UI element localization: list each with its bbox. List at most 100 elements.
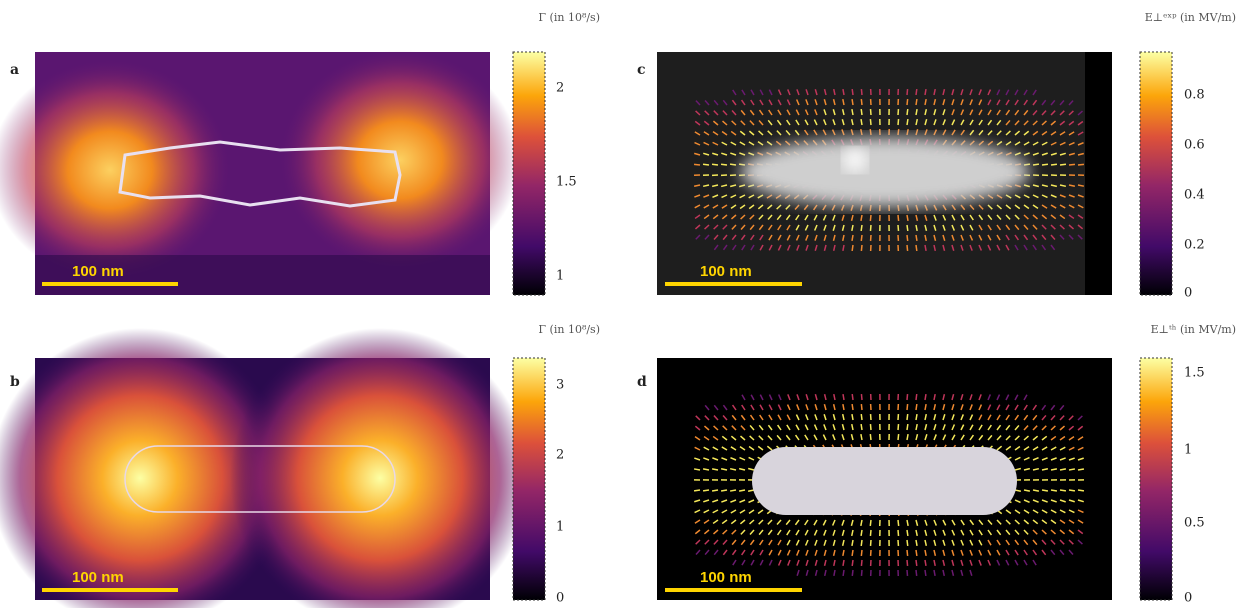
- field-arrow: [852, 540, 853, 546]
- field-arrow: [916, 550, 917, 556]
- field-arrow: [852, 570, 853, 576]
- field-arrow: [861, 235, 862, 241]
- field-arrow: [898, 215, 899, 221]
- field-arrow: [1051, 490, 1057, 491]
- panel-letter: c: [637, 62, 646, 78]
- field-arrow: [843, 394, 844, 400]
- field-arrow: [898, 424, 899, 430]
- field-arrow: [852, 235, 853, 241]
- field-arrow: [898, 520, 899, 526]
- field-arrow: [721, 164, 727, 165]
- field-arrow: [721, 490, 727, 491]
- field-arrow: [694, 490, 700, 491]
- panel-letter: b: [10, 374, 20, 390]
- colorbar-tick: 0: [1184, 591, 1192, 606]
- field-arrow: [907, 424, 908, 430]
- colorbar-tick: 1.5: [556, 175, 577, 190]
- scale-bar-label: 100 nm: [72, 263, 124, 280]
- field-arrow: [852, 404, 853, 410]
- field-arrow: [1069, 164, 1075, 165]
- colorbar-tick: 0.6: [1184, 138, 1205, 153]
- field-arrow: [870, 215, 871, 221]
- field-arrow: [861, 245, 862, 251]
- colorbar-title: E⊥ᵗʰ (in MV/m): [1151, 323, 1236, 336]
- field-arrow: [852, 89, 853, 95]
- field-arrow: [907, 89, 908, 95]
- field-arrow: [861, 540, 862, 546]
- field-arrow: [916, 109, 917, 115]
- field-arrow: [907, 434, 908, 440]
- field-arrow: [916, 404, 917, 410]
- field-arrow: [870, 434, 871, 440]
- colorbar-tick: 0.4: [1184, 188, 1205, 203]
- colorbar: [1140, 52, 1172, 295]
- field-arrow: [907, 550, 908, 556]
- field-arrow: [861, 424, 862, 430]
- panel-a: 100 nm a Γ (in 10⁸/s) 2 1.5 1: [0, 11, 600, 295]
- field-arrow: [916, 394, 917, 400]
- field-arrow: [852, 245, 853, 251]
- hotspot: [0, 60, 230, 280]
- field-arrow: [861, 109, 862, 115]
- colorbar-tick: 0.2: [1184, 238, 1205, 253]
- field-arrow: [712, 490, 718, 491]
- field-arrow: [694, 469, 700, 470]
- field-arrow: [907, 414, 908, 420]
- field-arrow: [907, 119, 908, 125]
- field-arrow: [907, 404, 908, 410]
- field-arrow: [870, 424, 871, 430]
- field-arrow: [1042, 164, 1048, 165]
- field-arrow: [730, 490, 736, 491]
- field-arrow: [861, 404, 862, 410]
- field-arrow: [861, 550, 862, 556]
- field-arrow: [925, 245, 926, 251]
- field-arrow: [861, 414, 862, 420]
- rod-highlight: [843, 148, 867, 172]
- field-arrow: [1033, 490, 1039, 491]
- field-arrow: [925, 570, 926, 576]
- field-arrow: [907, 109, 908, 115]
- hotspot: [280, 50, 520, 270]
- field-arrow: [843, 560, 844, 566]
- field-arrow: [861, 119, 862, 125]
- field-arrow: [934, 570, 935, 576]
- field-arrow: [852, 550, 853, 556]
- field-arrow: [870, 520, 871, 526]
- rod: [752, 447, 1017, 515]
- colorbar-tick: 0: [556, 591, 564, 606]
- field-arrow: [907, 560, 908, 566]
- field-arrow: [907, 530, 908, 536]
- panel-c: 100 nm c E⊥ᵉˣᵖ (in MV/m) 0.8 0.6 0.4 0.2…: [637, 11, 1236, 301]
- field-arrow: [870, 530, 871, 536]
- field-arrow: [870, 225, 871, 231]
- colorbar-tick: 2: [556, 448, 564, 463]
- field-arrow: [1078, 469, 1084, 470]
- field-arrow: [916, 570, 917, 576]
- colorbar-title: Γ (in 10⁸/s): [538, 323, 600, 336]
- field-arrow: [907, 99, 908, 105]
- field-arrow: [861, 99, 862, 105]
- field-arrow: [852, 560, 853, 566]
- colorbar: [513, 358, 545, 600]
- image-edge: [1085, 52, 1112, 295]
- colorbar-tick: 2: [556, 81, 564, 96]
- field-arrow: [852, 394, 853, 400]
- rod: [740, 137, 1030, 207]
- field-arrow: [1042, 490, 1048, 491]
- colorbar-tick: 0: [1184, 286, 1192, 301]
- scale-bar-label: 100 nm: [700, 263, 752, 280]
- field-arrow: [1078, 490, 1084, 491]
- field-arrow: [916, 414, 917, 420]
- panel-letter: a: [10, 62, 19, 78]
- field-arrow: [898, 129, 899, 135]
- field-arrow: [907, 394, 908, 400]
- field-arrow: [843, 570, 844, 576]
- field-arrow: [898, 119, 899, 125]
- colorbar-tick: 1: [1184, 443, 1192, 458]
- colorbar-tick: 0.8: [1184, 88, 1205, 103]
- field-arrow: [852, 99, 853, 105]
- colorbar: [1140, 358, 1172, 600]
- colorbar-tick: 1: [556, 269, 564, 284]
- field-arrow: [898, 434, 899, 440]
- field-arrow: [870, 129, 871, 135]
